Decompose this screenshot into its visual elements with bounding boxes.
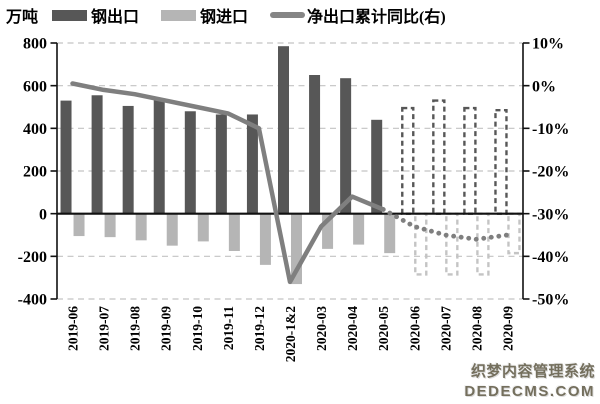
x-axis-label: 2019-11 <box>221 306 236 351</box>
right-axis-tick-label: -10% <box>532 121 569 138</box>
export-bar-forecast <box>401 106 415 215</box>
right-axis-tick-label: -30% <box>532 206 569 223</box>
legend-item-exports: 钢出口 <box>52 3 139 27</box>
import-bar <box>197 213 209 242</box>
export-bar <box>309 75 321 214</box>
import-bar <box>353 213 365 245</box>
x-axis-label: 2020-05 <box>376 306 391 351</box>
x-axis-label: 2020-09 <box>501 306 516 351</box>
x-axis-label: 2019-10 <box>190 306 205 351</box>
right-axis-tick-label: -20% <box>532 164 569 181</box>
yoy-line-forecast <box>380 206 510 242</box>
import-bar <box>322 213 334 249</box>
left-axis-tick-label: -400 <box>18 292 47 309</box>
export-bar <box>153 98 165 214</box>
line-swatch-icon <box>270 12 306 18</box>
export-bar <box>246 114 258 214</box>
x-axis-label: 2020-03 <box>314 306 329 351</box>
import-bar-swatch-icon <box>161 9 197 21</box>
export-bar-forecast <box>494 108 508 215</box>
left-axis-tick-label: 0 <box>39 206 47 223</box>
x-axis-label: 2019-12 <box>252 306 267 351</box>
watermark-line1: 织梦内容管理系统 <box>470 364 595 380</box>
export-bar <box>215 114 227 214</box>
export-bar <box>91 95 103 214</box>
import-bar <box>73 213 85 237</box>
x-axis-label: 2019-09 <box>159 306 174 351</box>
import-bar <box>259 213 271 265</box>
legend-label-exports: 钢出口 <box>91 9 140 26</box>
legend-item-net-export-yoy: 净出口累计同比(右) <box>270 3 446 27</box>
export-bar <box>278 46 289 214</box>
x-axis-label: 2019-06 <box>66 306 81 351</box>
import-bar <box>135 213 147 241</box>
export-bar-forecast <box>432 99 446 215</box>
chart-header: 万吨 钢出口 钢进口 净出口累计同比(右) <box>6 3 600 27</box>
import-bar-forecast <box>507 212 521 255</box>
import-bar <box>166 213 178 246</box>
left-axis-tick-label: 200 <box>23 164 47 181</box>
left-axis-tick-label: 800 <box>23 36 47 53</box>
x-axis-label: 2020-1&2 <box>283 306 298 362</box>
import-bar-forecast <box>476 212 490 276</box>
import-bar <box>384 213 396 254</box>
import-bar-forecast <box>414 212 428 276</box>
legend: 钢出口 钢进口 净出口累计同比(右) <box>52 3 468 27</box>
import-bar <box>104 213 116 238</box>
export-bar-swatch-icon <box>52 9 88 21</box>
x-axis-label: 2020-07 <box>438 306 453 351</box>
legend-item-imports: 钢进口 <box>161 3 248 27</box>
legend-label-imports: 钢进口 <box>200 9 249 26</box>
watermark-line2: DEDECMS.COM <box>464 383 595 400</box>
legend-label-net-export-yoy: 净出口累计同比(右) <box>307 9 446 26</box>
left-axis-unit-label: 万吨 <box>6 9 39 26</box>
right-axis-tick-label: -50% <box>532 292 569 309</box>
import-bar-forecast <box>445 212 459 276</box>
right-axis-tick-label: 0% <box>532 78 556 95</box>
left-axis-tick-label: 400 <box>23 121 47 138</box>
export-bar <box>122 105 134 214</box>
left-axis-tick-label: -200 <box>18 249 47 266</box>
export-bar <box>371 119 383 214</box>
import-bar <box>228 213 240 251</box>
x-axis-label: 2019-07 <box>97 306 112 351</box>
export-bar <box>184 111 196 214</box>
right-axis-tick-label: -40% <box>532 249 569 266</box>
export-bar-forecast <box>463 106 477 215</box>
left-axis-tick-label: 600 <box>23 78 47 95</box>
export-bar <box>340 78 352 214</box>
watermark: 织梦内容管理系统 DEDECMS.COM <box>464 362 595 402</box>
import-bar <box>291 213 302 285</box>
x-axis-label: 2020-08 <box>469 306 484 351</box>
right-axis-tick-label: 10% <box>532 36 564 53</box>
x-axis-label: 2019-08 <box>128 306 143 351</box>
yoy-line <box>70 81 386 285</box>
export-bar <box>60 100 72 214</box>
x-axis-label: 2020-04 <box>345 306 360 351</box>
x-axis-label: 2020-06 <box>407 306 422 351</box>
